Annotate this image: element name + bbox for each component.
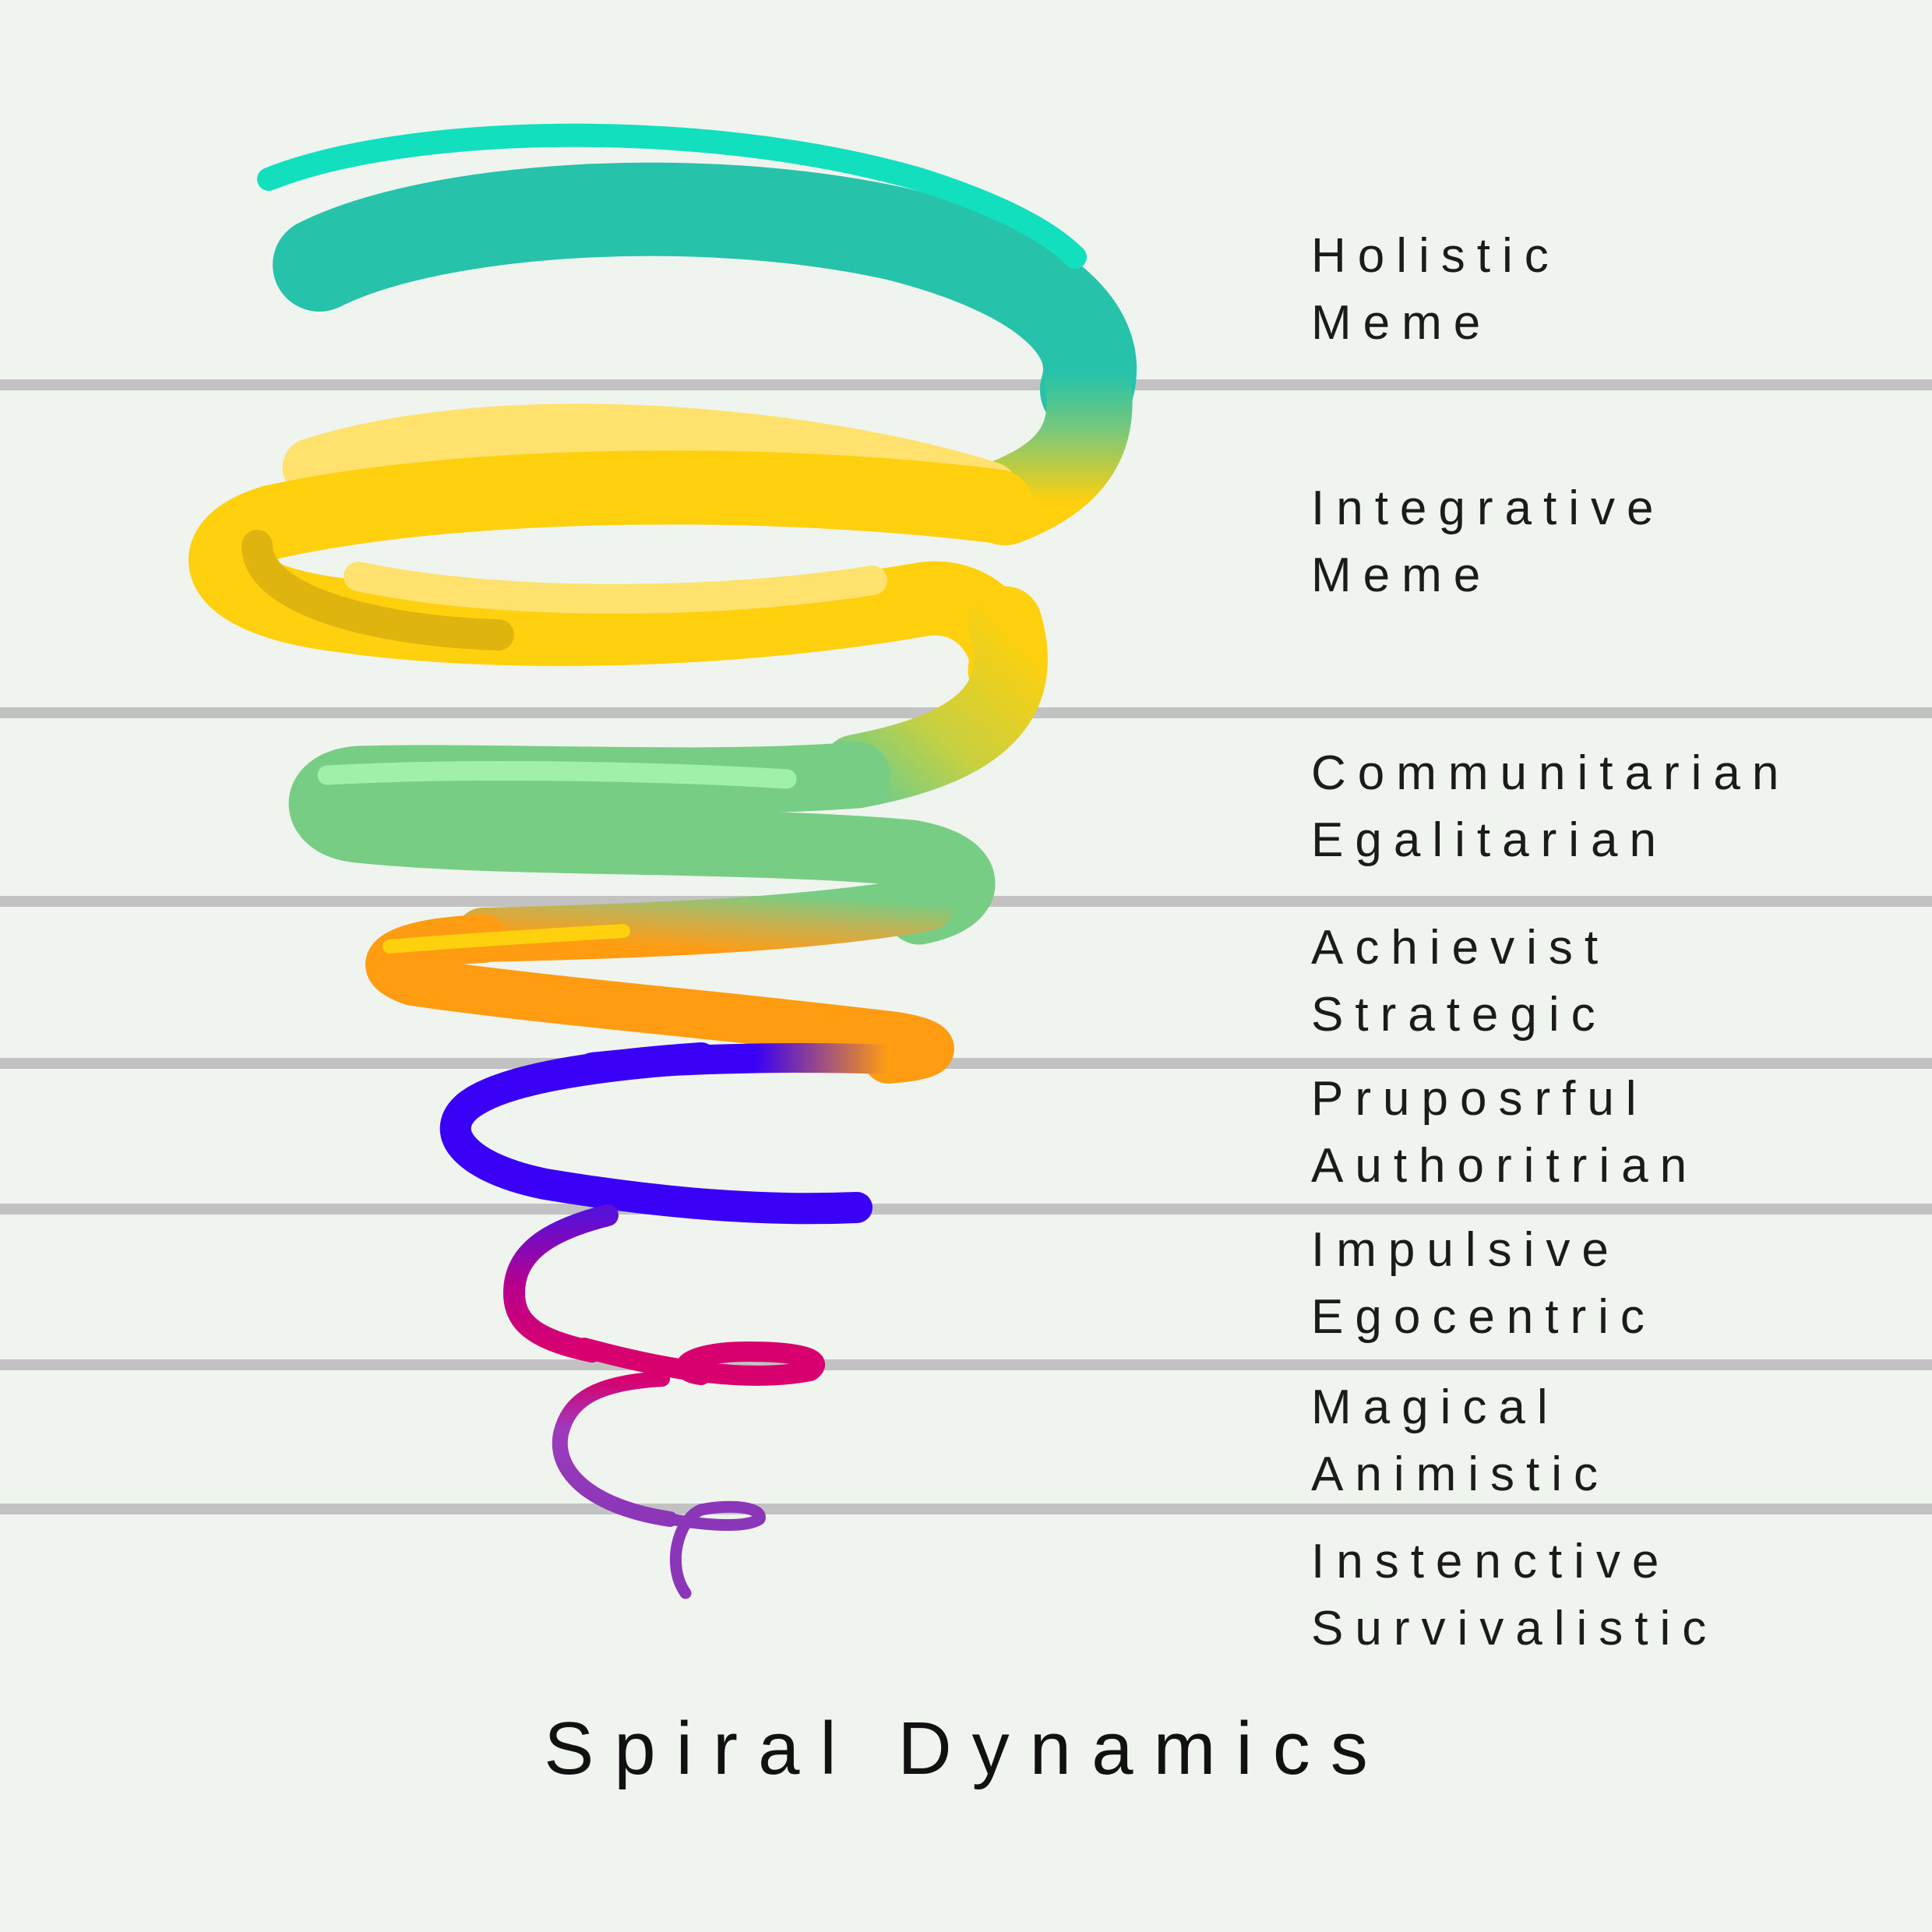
coil-holistic-highlight [257,123,1087,269]
level-label-holistic: Holistic Meme [1311,223,1560,357]
level-label-line2: Strategic [1311,988,1607,1042]
coil-purposeful-to-impulsive [503,1204,619,1363]
coil-impulsive [574,1338,825,1386]
coil-magical [664,1500,766,1599]
level-label-line2: Egalitarian [1311,813,1668,867]
level-label-magical: Magical Animistic [1311,1374,1609,1508]
coil-integrative-to-communitarian [820,586,1048,809]
level-label-line1: Impulsive [1311,1223,1620,1277]
level-label-line2: Authoritrian [1311,1139,1699,1193]
level-label-line2: Meme [1311,548,1493,602]
level-label-achievist: Achievist Strategic [1311,915,1609,1049]
level-label-line2: Survivalistic [1311,1602,1719,1655]
level-label-line2: Meme [1311,296,1493,350]
level-label-integrative: Integrative Meme [1311,475,1666,609]
level-label-line1: Pruposrful [1311,1072,1648,1126]
coil-integrative-front [189,450,1043,707]
coil-purposeful [439,1042,873,1225]
coil-holistic [273,162,1137,436]
coil-achievist [365,915,954,1084]
level-label-line2: Animistic [1311,1447,1610,1501]
coil-impulsive-to-magical [552,1371,678,1527]
level-label-purposeful: Pruposrful Authoritrian [1311,1066,1698,1200]
spiral [189,123,1137,1599]
coil-communitarian-highlight [317,761,797,789]
level-label-communitarian: Communitarian Egalitarian [1311,740,1790,874]
level-label-line1: Holistic [1311,229,1560,283]
level-label-line1: Achievist [1311,921,1610,975]
coil-achievist-highlight [383,924,630,954]
level-label-line1: Instenctive [1311,1535,1671,1588]
level-label-instinctive: Instenctive Survivalistic [1311,1528,1718,1662]
coil-integrative-shadow [242,530,514,650]
level-label-line1: Integrative [1311,481,1666,535]
diagram-title: Spiral Dynamics [544,1707,1388,1790]
level-label-line2: Egocentric [1311,1290,1656,1344]
level-label-impulsive: Impulsive Egocentric [1311,1217,1656,1351]
coil-integrative-inner [344,562,887,614]
level-label-line1: Communitarian [1311,746,1791,800]
level-label-line1: Magical [1311,1380,1560,1434]
